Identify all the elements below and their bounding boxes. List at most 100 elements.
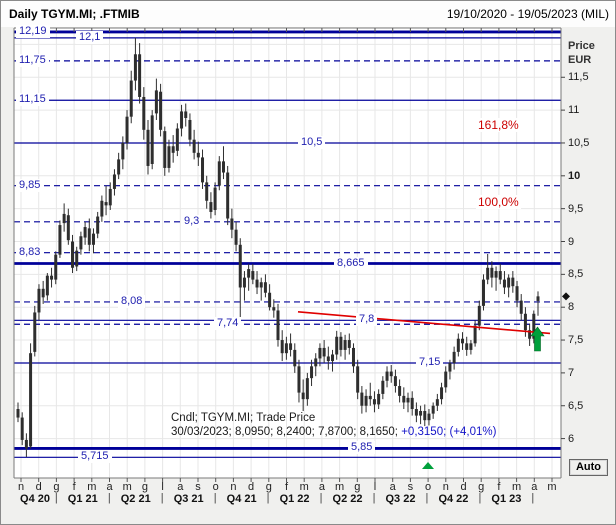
- candle-body: [423, 410, 427, 421]
- buy-signal-arrow-icon[interactable]: [530, 326, 545, 352]
- candle-body: [20, 417, 24, 440]
- auto-scale-button[interactable]: Auto: [569, 459, 608, 476]
- candle-body: [259, 282, 263, 288]
- candle-body: [50, 275, 54, 280]
- candle-body: [133, 54, 137, 81]
- candle-body: [331, 354, 335, 362]
- candle-body: [171, 146, 175, 153]
- candle-body: [507, 277, 511, 288]
- ohlc-change-value: +0,3150; (+4,01%): [401, 426, 497, 438]
- candle-body: [221, 161, 225, 173]
- candle-body: [242, 277, 246, 288]
- candle-body: [360, 392, 364, 406]
- candle-body: [75, 250, 79, 267]
- candle-body: [104, 202, 108, 206]
- candle-body: [314, 358, 318, 367]
- candle-body: [385, 371, 389, 381]
- ohlc-annotation: Cndl; TGYM.MI; Trade Price 30/03/2023; 8…: [171, 411, 496, 439]
- candle-body: [515, 286, 519, 301]
- candle-body: [41, 288, 45, 298]
- candle-body: [511, 277, 515, 287]
- candle-body: [280, 340, 284, 354]
- chart-title: Daily TGYM.MI; .FTMIB: [9, 7, 140, 21]
- candle-body: [377, 393, 381, 405]
- candle-body: [289, 343, 293, 350]
- candle-body: [523, 313, 527, 331]
- candle-body: [419, 410, 423, 416]
- trendline[interactable]: [297, 310, 551, 335]
- candle-body: [318, 347, 322, 359]
- candle-body: [100, 200, 104, 217]
- candle-body: [498, 271, 502, 280]
- candle-body: [339, 336, 343, 350]
- candle-body: [284, 343, 288, 354]
- candle-body: [138, 54, 142, 97]
- candle-body: [167, 146, 171, 168]
- candle-body: [444, 371, 448, 388]
- candle-body: [393, 376, 397, 387]
- candle-body: [356, 366, 360, 393]
- candle-body: [301, 392, 305, 400]
- price-axis-title-line2: EUR: [568, 54, 592, 66]
- candle-body: [58, 225, 62, 255]
- candle-body: [448, 363, 452, 372]
- candle-body: [431, 405, 435, 414]
- candle-body: [536, 296, 540, 301]
- candle-body: [159, 91, 163, 130]
- candle-body: [452, 351, 456, 364]
- candle-body: [71, 241, 75, 268]
- price-axis-title-line1: Price: [568, 40, 595, 52]
- candle-body: [121, 142, 125, 160]
- candle-body: [414, 409, 418, 416]
- price-axis-title: Price EUR: [568, 39, 595, 67]
- candle-body: [180, 111, 184, 129]
- candle-body: [154, 90, 158, 114]
- time-axis-marker-icon[interactable]: [422, 462, 434, 469]
- candle-body: [268, 292, 272, 308]
- candle-body: [163, 131, 167, 168]
- candle-body: [427, 413, 431, 421]
- candle-body: [372, 399, 376, 405]
- candle-body: [238, 244, 242, 288]
- candle-body: [29, 353, 33, 447]
- candle-body: [201, 157, 205, 183]
- candle-body: [234, 229, 238, 245]
- candle-body: [402, 395, 406, 403]
- candle-body: [486, 267, 490, 280]
- candle-body: [96, 216, 100, 234]
- candle-body: [502, 279, 506, 288]
- candle-body: [469, 343, 473, 350]
- candle-body: [532, 313, 536, 339]
- candle-body: [310, 366, 314, 379]
- candle-body: [217, 161, 221, 186]
- candle-body: [150, 115, 154, 164]
- ohlc-annotation-line1: Cndl; TGYM.MI; Trade Price: [171, 412, 316, 424]
- candle-body: [24, 439, 28, 449]
- candle-body: [293, 349, 297, 367]
- candle-body: [440, 387, 444, 400]
- chart-header: Daily TGYM.MI; .FTMIB 19/10/2020 - 19/05…: [1, 1, 615, 27]
- candle-body: [45, 275, 49, 296]
- candle-body: [481, 279, 485, 306]
- candle-body: [33, 312, 37, 352]
- candle-body: [16, 409, 20, 418]
- candle-body: [351, 347, 355, 367]
- candle-body: [91, 233, 95, 245]
- candle-body: [184, 111, 188, 118]
- candle-body: [251, 271, 255, 280]
- candle-body: [477, 305, 481, 326]
- candle-body: [368, 395, 372, 400]
- candle-body: [205, 182, 209, 201]
- candle-body: [461, 338, 465, 344]
- candle-body: [435, 399, 439, 406]
- candle-body: [226, 172, 230, 219]
- candle-body: [112, 174, 116, 189]
- candle-body: [209, 202, 213, 212]
- candle-body: [410, 397, 414, 410]
- candle-body: [343, 340, 347, 350]
- candle-body: [230, 218, 234, 230]
- candle-body: [54, 254, 58, 280]
- candle-body: [473, 325, 477, 344]
